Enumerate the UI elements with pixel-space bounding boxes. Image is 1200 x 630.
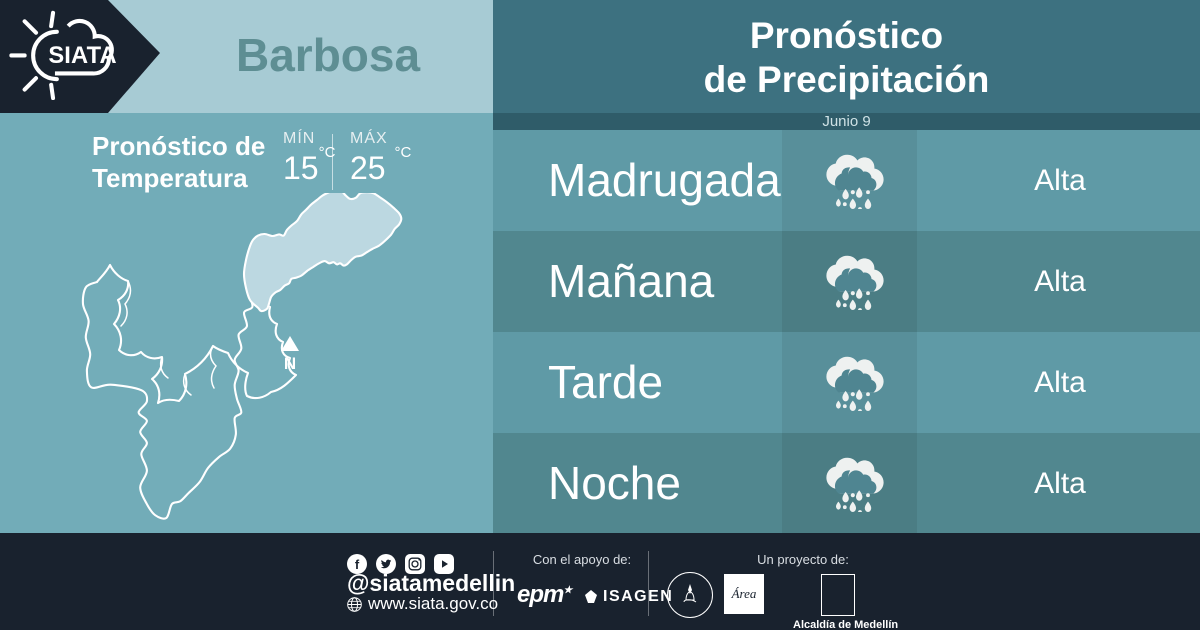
svg-text:SIATA: SIATA — [48, 43, 116, 69]
